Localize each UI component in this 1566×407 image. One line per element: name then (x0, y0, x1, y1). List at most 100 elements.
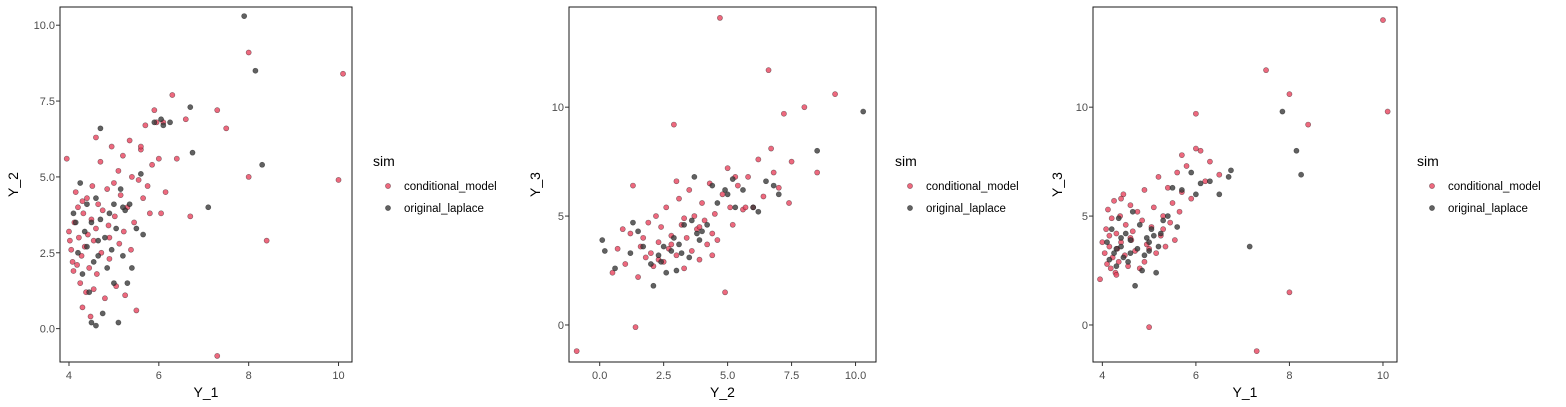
data-point-original-laplace (111, 280, 117, 287)
data-point-conditional-model (106, 255, 113, 262)
y-axis-title: Y_3 (527, 172, 543, 197)
data-point-conditional-model (93, 134, 99, 141)
data-point-conditional-model (70, 268, 77, 274)
data-point-conditional-model (115, 167, 122, 174)
data-point-conditional-model (66, 237, 73, 244)
data-point-original-laplace (79, 271, 86, 277)
data-point-original-laplace (1146, 248, 1153, 254)
data-point-conditional-model (1108, 215, 1115, 222)
data-point-conditional-model (1174, 169, 1181, 176)
x-tick-label: 4 (66, 370, 72, 382)
data-point-original-laplace (1120, 254, 1127, 261)
data-point-original-laplace (658, 258, 664, 265)
data-point-original-laplace (709, 182, 716, 189)
data-point-original-laplace (1164, 213, 1171, 219)
legend: sim conditional_model original_laplace (1417, 153, 1541, 215)
data-point-original-laplace (663, 269, 670, 276)
data-point-conditional-model (696, 256, 703, 263)
y-tick-label: 7.5 (40, 96, 55, 108)
x-tick-label: 0.0 (592, 370, 607, 382)
legend-key-conditional-model (385, 183, 391, 189)
data-point-conditional-model (93, 225, 99, 232)
data-point-conditional-model (78, 252, 85, 259)
legend-key-original-laplace (907, 205, 913, 211)
data-point-conditional-model (681, 215, 688, 222)
panel-border (568, 6, 877, 363)
data-point-conditional-model (619, 226, 626, 233)
data-point-original-laplace (1104, 239, 1110, 246)
y-tick-label: 10 (1076, 102, 1088, 114)
x-axis-title: Y_2 (710, 384, 735, 400)
data-point-conditional-model (755, 156, 762, 163)
data-point-original-laplace (612, 265, 618, 272)
data-point-original-laplace (1129, 208, 1136, 215)
data-point-original-laplace (75, 249, 81, 256)
data-point-conditional-model (1107, 265, 1114, 272)
data-point-original-laplace (1148, 226, 1155, 233)
data-point-original-laplace (133, 225, 140, 232)
data-point-conditional-model (111, 213, 118, 220)
data-point-original-laplace (128, 265, 135, 271)
x-axis-title: Y_1 (1233, 384, 1258, 400)
legend-label-original-laplace: original_laplace (926, 203, 1006, 215)
scatter-panel-y1-y2: 4 6 8 10 0.0 2.5 5.0 7.5 10.0 Y_1 Y_2 sim conditiona… (5, 6, 497, 400)
data-point-conditional-model (69, 258, 76, 265)
data-point-conditional-model (87, 313, 94, 320)
y-tick-label: 5.0 (40, 172, 55, 184)
data-point-original-laplace (187, 104, 194, 111)
data-point-original-laplace (1141, 252, 1148, 259)
data-point-conditional-model (832, 91, 838, 98)
data-point-conditional-model (1115, 258, 1122, 265)
data-point-original-laplace (241, 13, 248, 19)
data-point-original-laplace (95, 252, 102, 259)
data-point-original-laplace (88, 319, 95, 326)
data-point-conditional-model (108, 143, 115, 150)
data-point-original-laplace (137, 170, 144, 177)
data-point-original-laplace (84, 243, 90, 250)
data-point-conditional-model (86, 265, 93, 271)
data-point-original-laplace (1136, 221, 1143, 228)
data-point-conditional-model (1380, 17, 1386, 23)
data-point-original-laplace (635, 228, 641, 235)
data-point-conditional-model (676, 195, 682, 202)
data-point-original-laplace (1118, 243, 1124, 250)
data-point-original-laplace (158, 116, 164, 123)
data-point-conditional-model (245, 174, 252, 180)
data-point-conditional-model (214, 107, 221, 114)
data-point-conditional-model (90, 286, 97, 293)
data-point-conditional-model (95, 201, 102, 208)
data-point-original-laplace (1216, 191, 1223, 198)
data-point-conditional-model (1097, 276, 1103, 283)
data-point-conditional-model (74, 262, 80, 268)
data-point-original-laplace (1169, 184, 1176, 191)
data-point-conditional-model (1111, 197, 1117, 204)
data-point-conditional-model (1129, 228, 1136, 235)
data-point-original-laplace (93, 322, 99, 329)
data-point-conditional-model (781, 110, 787, 117)
x-axis-title: Y_1 (194, 384, 219, 400)
data-point-conditional-model (1176, 208, 1183, 215)
data-point-original-laplace (88, 219, 95, 226)
data-point-original-laplace (108, 246, 115, 253)
data-point-conditional-model (1106, 243, 1113, 250)
data-point-original-laplace (167, 119, 173, 126)
data-point-conditional-model (120, 228, 127, 235)
data-point-conditional-model (158, 210, 164, 217)
data-point-conditional-model (1160, 226, 1167, 233)
data-point-original-laplace (688, 217, 695, 224)
x-tick-label: 4 (1099, 370, 1105, 382)
panel-border (59, 6, 353, 363)
data-point-conditional-model (102, 295, 108, 302)
data-point-original-laplace (124, 280, 131, 287)
data-point-conditional-model (155, 155, 162, 162)
data-point-conditional-model (704, 241, 711, 248)
data-point-original-laplace (1225, 173, 1232, 180)
data-point-original-laplace (1153, 269, 1160, 276)
data-point-conditional-model (1141, 187, 1148, 193)
data-point-original-laplace (755, 208, 762, 215)
x-tick-label: 7.5 (784, 370, 799, 382)
data-point-conditional-model (711, 210, 718, 217)
data-point-conditional-model (775, 184, 782, 191)
data-point-conditional-model (699, 200, 705, 206)
